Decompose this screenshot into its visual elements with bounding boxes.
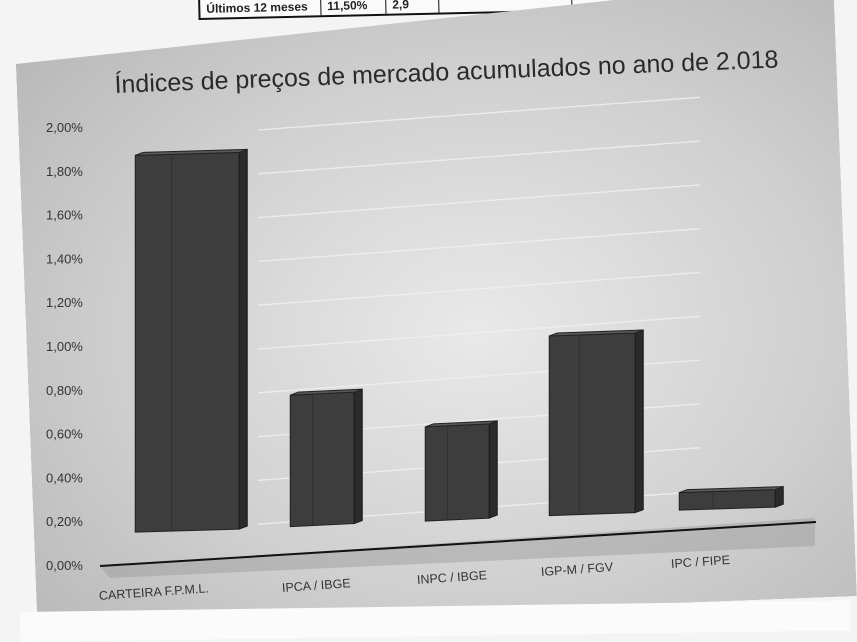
bar-side	[353, 388, 363, 525]
x-axis-labels: CARTEIRA F.P.M.L. IPCA / IBGE INPC / IBGE I…	[98, 553, 730, 603]
y-tick-label: 0,20%	[46, 514, 83, 529]
gridline	[257, 271, 701, 306]
bar	[678, 485, 784, 511]
bar-front	[134, 151, 240, 533]
bar-front	[548, 332, 636, 517]
y-tick-label: 1,40%	[46, 251, 83, 266]
x-category-label: CARTEIRA F.P.M.L.	[98, 581, 209, 603]
bar-front	[289, 391, 355, 528]
bar	[289, 388, 363, 528]
bar-top	[290, 388, 363, 396]
gridline	[257, 140, 701, 175]
y-tick-label: 1,60%	[46, 208, 83, 223]
y-tick-label: 1,00%	[46, 339, 83, 354]
y-tick-label: 1,20%	[46, 295, 83, 310]
y-tick-label: 1,80%	[46, 164, 83, 179]
bars	[134, 148, 784, 533]
x-category-label: IPC / FIPE	[670, 553, 730, 571]
bar-front	[678, 489, 776, 511]
y-tick-label: 0,60%	[46, 427, 83, 442]
bar-top	[425, 420, 498, 428]
bar	[134, 148, 248, 533]
x-category-label: IGP-M / FGV	[540, 560, 614, 579]
bar-side	[634, 329, 644, 514]
gridline	[257, 184, 701, 219]
bar-side	[238, 148, 248, 530]
bar-top	[549, 329, 644, 337]
gridline	[257, 96, 701, 131]
y-tick-label: 0,40%	[46, 470, 83, 485]
bar-side	[488, 420, 498, 519]
bar-top	[135, 148, 248, 156]
chart-floor	[99, 518, 817, 578]
y-tick-label: 2,00%	[46, 120, 83, 135]
gridline	[257, 315, 701, 350]
bar-top	[679, 486, 784, 494]
x-category-label: INPC / IBGE	[416, 568, 487, 587]
y-axis: 0,00% 0,20% 0,40% 0,60% 0,80% 1,00% 1,20% 1,40%…	[46, 120, 83, 573]
bar-front	[424, 423, 490, 522]
bar	[424, 420, 498, 522]
y-tick-label: 0,80%	[46, 383, 83, 398]
bar	[548, 329, 644, 517]
y-tick-label: 0,00%	[46, 558, 83, 573]
x-axis-line	[99, 521, 817, 567]
gridline	[257, 228, 701, 263]
x-category-label: IPCA / IBGE	[281, 576, 351, 595]
